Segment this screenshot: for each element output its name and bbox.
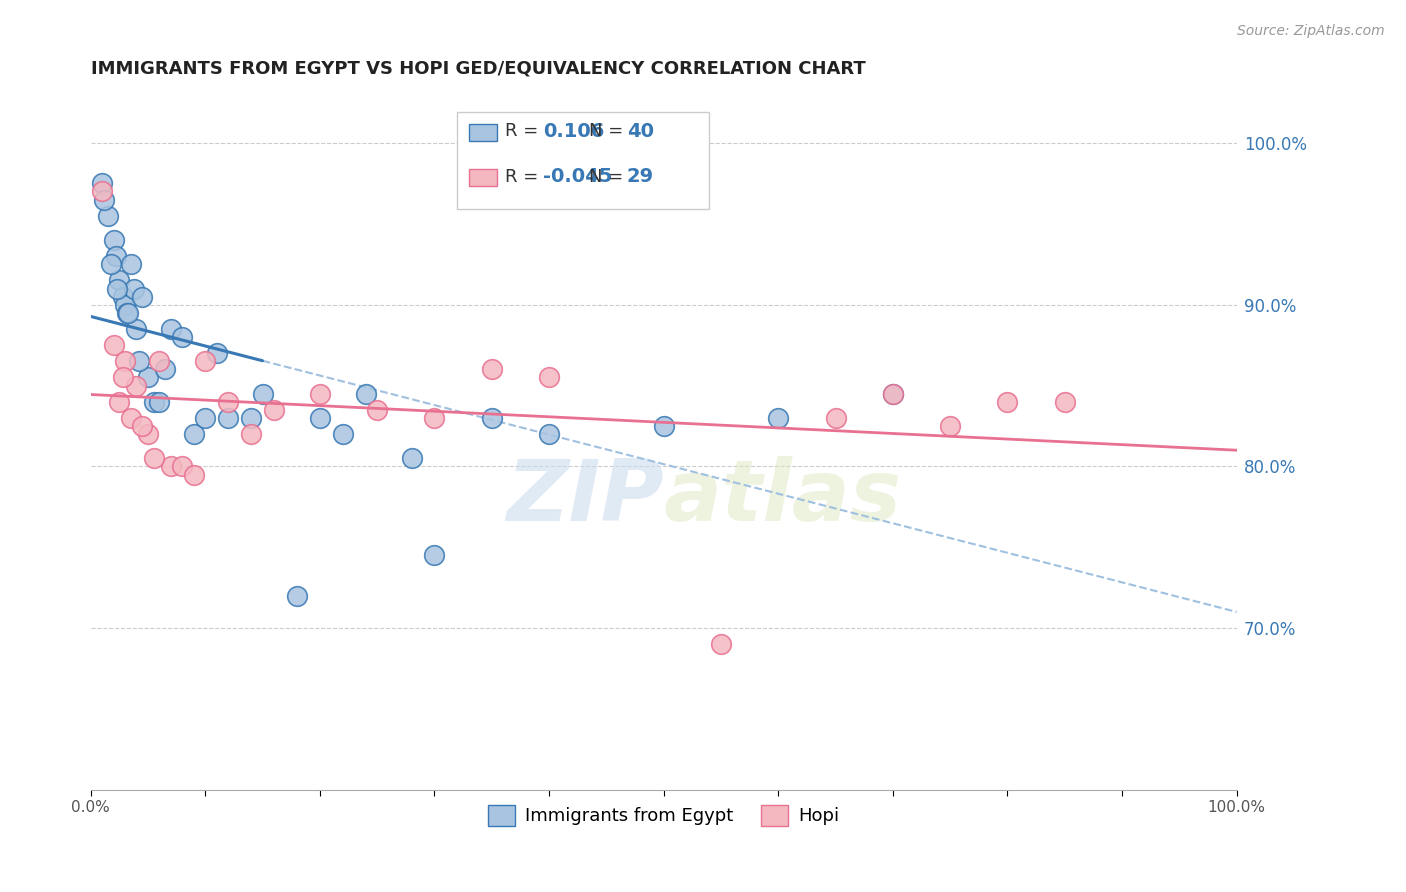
Point bbox=[354, 386, 377, 401]
Point bbox=[122, 281, 145, 295]
Point bbox=[183, 427, 205, 442]
Text: 29: 29 bbox=[627, 167, 654, 186]
Point bbox=[768, 411, 790, 425]
Point bbox=[111, 290, 134, 304]
Text: -0.045: -0.045 bbox=[543, 167, 613, 186]
Point bbox=[308, 386, 330, 401]
Point bbox=[125, 378, 148, 392]
Point bbox=[172, 330, 194, 344]
Point bbox=[172, 459, 194, 474]
Point bbox=[97, 209, 120, 223]
Point bbox=[131, 419, 153, 434]
Point bbox=[481, 362, 503, 376]
Point bbox=[423, 411, 446, 425]
Point bbox=[538, 427, 561, 442]
Text: 0.106: 0.106 bbox=[543, 122, 605, 141]
Point bbox=[125, 322, 148, 336]
Point bbox=[136, 370, 159, 384]
Point bbox=[1053, 394, 1076, 409]
Point bbox=[142, 394, 165, 409]
Bar bbox=[468, 169, 498, 186]
Text: R =: R = bbox=[506, 168, 544, 186]
Text: atlas: atlas bbox=[664, 457, 901, 540]
Point bbox=[114, 354, 136, 368]
Point bbox=[939, 419, 962, 434]
Text: N =: N = bbox=[589, 168, 628, 186]
Point bbox=[366, 402, 388, 417]
Text: N =: N = bbox=[589, 122, 628, 140]
Point bbox=[117, 306, 139, 320]
Point bbox=[240, 427, 263, 442]
Point bbox=[128, 354, 150, 368]
Text: ZIP: ZIP bbox=[506, 457, 664, 540]
Point bbox=[108, 394, 131, 409]
Point bbox=[882, 386, 904, 401]
Point bbox=[882, 386, 904, 401]
Point bbox=[538, 370, 561, 384]
Point bbox=[252, 386, 274, 401]
Point bbox=[205, 346, 228, 360]
Point bbox=[652, 419, 675, 434]
Point bbox=[710, 637, 733, 651]
Point bbox=[240, 411, 263, 425]
Point bbox=[91, 185, 114, 199]
Text: Source: ZipAtlas.com: Source: ZipAtlas.com bbox=[1237, 24, 1385, 38]
Point bbox=[103, 338, 125, 352]
Point bbox=[285, 589, 308, 603]
Point bbox=[263, 402, 285, 417]
Point bbox=[120, 257, 142, 271]
Point bbox=[91, 177, 114, 191]
Point bbox=[997, 394, 1019, 409]
Legend: Immigrants from Egypt, Hopi: Immigrants from Egypt, Hopi bbox=[481, 797, 846, 833]
Point bbox=[117, 306, 139, 320]
Point bbox=[153, 362, 176, 376]
Point bbox=[423, 549, 446, 563]
Point bbox=[183, 467, 205, 482]
Point bbox=[103, 233, 125, 247]
Point bbox=[194, 411, 217, 425]
Point bbox=[100, 257, 122, 271]
Text: IMMIGRANTS FROM EGYPT VS HOPI GED/EQUIVALENCY CORRELATION CHART: IMMIGRANTS FROM EGYPT VS HOPI GED/EQUIVA… bbox=[90, 60, 865, 78]
Point bbox=[136, 427, 159, 442]
Text: 40: 40 bbox=[627, 122, 654, 141]
Point bbox=[104, 249, 127, 263]
Point bbox=[148, 354, 170, 368]
Point bbox=[332, 427, 354, 442]
Point bbox=[401, 451, 423, 466]
Text: R =: R = bbox=[506, 122, 544, 140]
FancyBboxPatch shape bbox=[457, 112, 710, 210]
Point bbox=[308, 411, 330, 425]
Point bbox=[105, 281, 128, 295]
Point bbox=[111, 370, 134, 384]
Point bbox=[131, 290, 153, 304]
Point bbox=[148, 394, 170, 409]
Point bbox=[114, 298, 136, 312]
Bar bbox=[468, 124, 498, 141]
Point bbox=[160, 322, 183, 336]
Point bbox=[160, 459, 183, 474]
Point bbox=[194, 354, 217, 368]
Point bbox=[142, 451, 165, 466]
Point bbox=[120, 411, 142, 425]
Point bbox=[217, 411, 239, 425]
Point bbox=[217, 394, 239, 409]
Point bbox=[481, 411, 503, 425]
Point bbox=[93, 193, 115, 207]
Point bbox=[108, 273, 131, 287]
Point bbox=[824, 411, 846, 425]
